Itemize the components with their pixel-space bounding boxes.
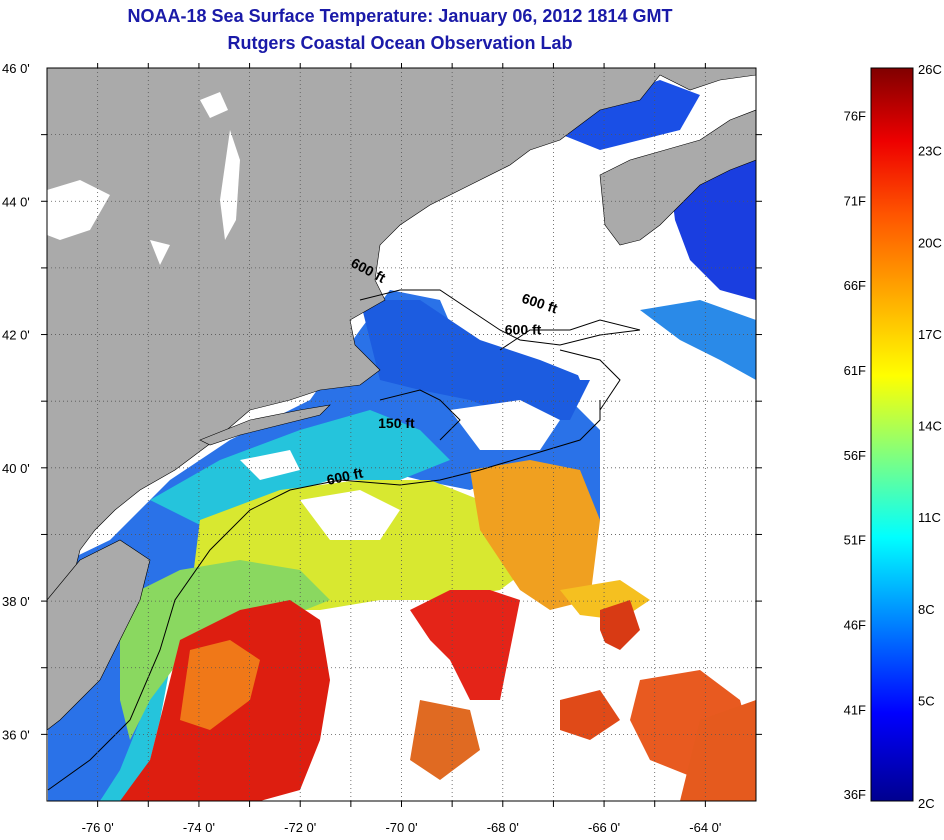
lon-label: -74 0': [183, 820, 215, 835]
lon-label: -68 0': [487, 820, 519, 835]
contour-label: 600 ft: [505, 322, 542, 338]
axis-ticks: [41, 63, 762, 807]
colorbar-f-label: 66F: [844, 278, 866, 293]
colorbar-f-label: 76F: [844, 109, 866, 124]
colorbar-c-label: 26C: [918, 62, 942, 77]
lon-label: -72 0': [284, 820, 316, 835]
colorbar-f-label: 51F: [844, 533, 866, 548]
colorbar-c-label: 23C: [918, 144, 942, 159]
colorbar-c-label: 20C: [918, 235, 942, 250]
contour-label: 600 ft: [325, 465, 364, 488]
colorbar-c-label: 17C: [918, 327, 942, 342]
lat-label: 40 0': [2, 461, 30, 476]
colorbar-c-label: 8C: [918, 602, 935, 617]
colorbar-celsius-labels: 26C 23C 20C 17C 14C 11C 8C 5C 2C: [918, 62, 942, 811]
colorbar-f-label: 46F: [844, 618, 866, 633]
lon-label: -66 0': [588, 820, 620, 835]
longitude-labels: -76 0' -74 0' -72 0' -70 0' -68 0' -66 0' -64 …: [82, 820, 722, 835]
lat-label: 44 0': [2, 194, 30, 209]
contour-label: 150 ft: [378, 415, 415, 431]
cloud-cover: [240, 320, 660, 780]
colorbar-f-label: 41F: [844, 702, 866, 717]
inland-clouds: [47, 92, 240, 265]
colorbar-f-label: 61F: [844, 363, 866, 378]
colorbar-f-label: 56F: [844, 448, 866, 463]
latitude-labels: 46 0' 44 0' 42 0' 40 0' 38 0' 36 0': [2, 61, 30, 742]
colorbar-f-label: 36F: [844, 787, 866, 802]
map-subtitle: Rutgers Coastal Ocean Observation Lab: [227, 33, 573, 53]
lat-label: 36 0': [2, 727, 30, 742]
colorbar-c-label: 11C: [918, 510, 941, 525]
lon-label: -76 0': [82, 820, 114, 835]
lat-label: 42 0': [2, 328, 30, 343]
colorbar: 76F 71F 66F 61F 56F 51F 46F 41F 36F 26C 23C 20C 17C…: [844, 62, 942, 811]
colorbar-fahrenheit-labels: 76F 71F 66F 61F 56F 51F 46F 41F 36F: [844, 109, 866, 803]
lat-label: 38 0': [2, 594, 30, 609]
colorbar-c-label: 14C: [918, 419, 942, 434]
map-body: [47, 68, 756, 801]
colorbar-c-label: 5C: [918, 693, 935, 708]
colorbar-f-label: 71F: [844, 193, 866, 208]
colorbar-gradient: [870, 67, 914, 802]
lon-label: -64 0': [689, 820, 721, 835]
depth-contours: [47, 289, 641, 791]
lon-label: -70 0': [385, 820, 417, 835]
colorbar-c-label: 2C: [918, 796, 935, 811]
map-title: NOAA-18 Sea Surface Temperature: January…: [127, 6, 673, 26]
lat-label: 46 0': [2, 61, 30, 76]
